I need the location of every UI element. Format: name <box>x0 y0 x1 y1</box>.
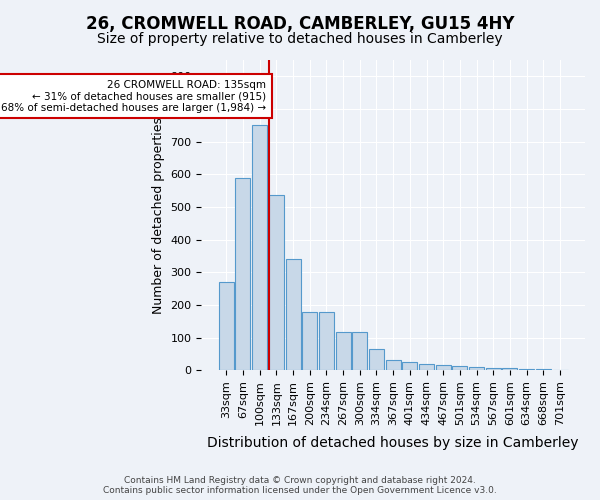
Text: Size of property relative to detached houses in Camberley: Size of property relative to detached ho… <box>97 32 503 46</box>
Bar <box>469 367 484 370</box>
Bar <box>302 312 317 370</box>
Bar <box>486 368 501 370</box>
Bar <box>436 366 451 370</box>
Bar <box>352 332 367 370</box>
Bar <box>319 312 334 370</box>
Bar <box>252 126 267 370</box>
Bar <box>369 349 384 370</box>
Bar <box>403 362 418 370</box>
Text: 26, CROMWELL ROAD, CAMBERLEY, GU15 4HY: 26, CROMWELL ROAD, CAMBERLEY, GU15 4HY <box>86 15 514 33</box>
Bar <box>286 259 301 370</box>
Bar <box>219 282 234 370</box>
Bar <box>235 178 250 370</box>
Bar <box>269 196 284 370</box>
Bar <box>452 366 467 370</box>
Bar <box>519 368 534 370</box>
Text: Contains HM Land Registry data © Crown copyright and database right 2024.
Contai: Contains HM Land Registry data © Crown c… <box>103 476 497 495</box>
Bar <box>386 360 401 370</box>
Bar <box>502 368 517 370</box>
Bar <box>536 369 551 370</box>
Bar <box>335 332 350 370</box>
Bar <box>419 364 434 370</box>
Text: 26 CROMWELL ROAD: 135sqm
← 31% of detached houses are smaller (915)
68% of semi-: 26 CROMWELL ROAD: 135sqm ← 31% of detach… <box>1 80 266 113</box>
X-axis label: Distribution of detached houses by size in Camberley: Distribution of detached houses by size … <box>208 436 579 450</box>
Y-axis label: Number of detached properties: Number of detached properties <box>152 116 165 314</box>
